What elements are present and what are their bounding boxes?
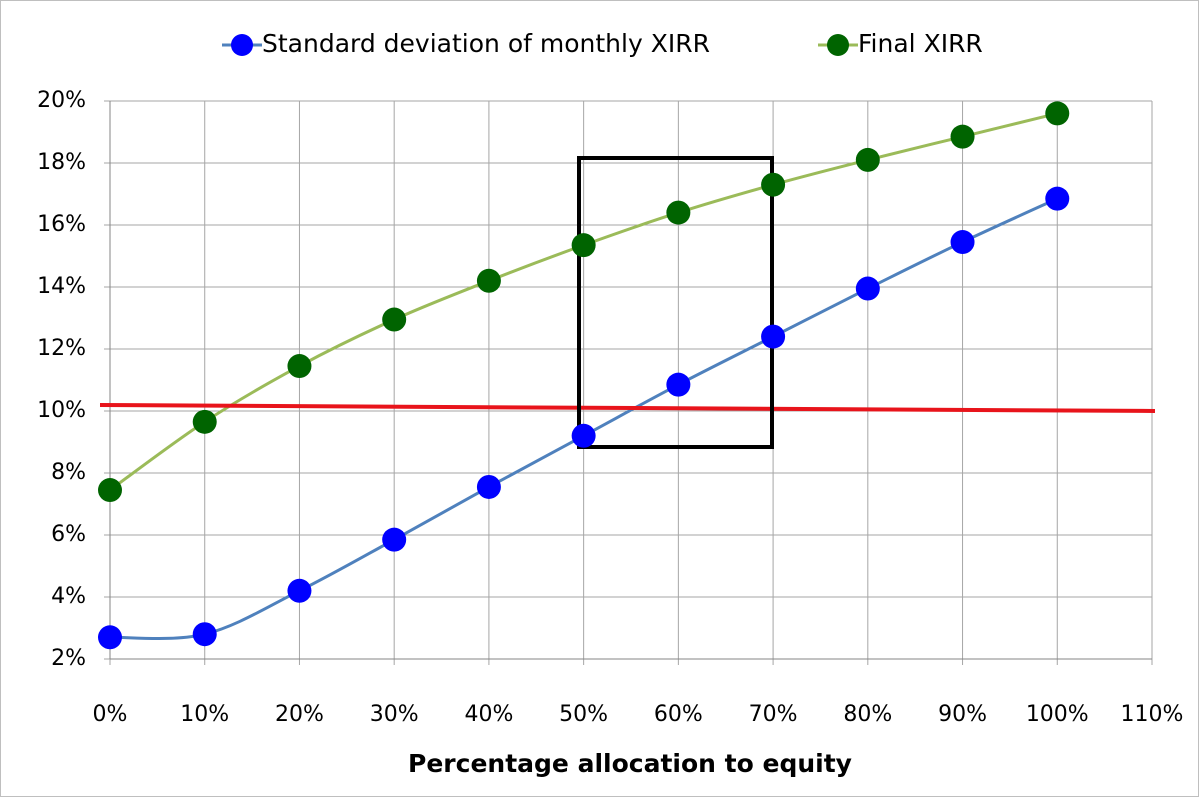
threshold-line	[99, 403, 1156, 413]
x-tick-label: 90%	[938, 702, 987, 727]
data-point	[476, 474, 501, 499]
y-tick-label: 10%	[37, 398, 86, 423]
x-tick-label: 30%	[370, 702, 419, 727]
y-tick-label: 4%	[51, 584, 86, 609]
data-point	[950, 230, 975, 255]
data-point	[287, 578, 312, 603]
y-tick-label: 18%	[37, 150, 86, 175]
x-tick-label: 0%	[93, 702, 128, 727]
legend-label: Final XIRR	[858, 29, 983, 58]
x-tick-label: 100%	[1026, 702, 1089, 727]
x-tick-label: 20%	[275, 702, 324, 727]
y-tick-label: 2%	[51, 646, 86, 671]
series-markers	[98, 101, 1070, 650]
highlight-box	[577, 156, 774, 449]
y-tick-label: 16%	[37, 212, 86, 237]
y-tick-label: 20%	[37, 88, 86, 113]
x-tick-label: 110%	[1121, 702, 1184, 727]
y-tick-label: 6%	[51, 522, 86, 547]
data-point	[287, 354, 312, 379]
data-point	[98, 625, 122, 650]
data-point	[571, 423, 596, 448]
legend-marker	[231, 34, 253, 56]
y-tick-label: 14%	[37, 274, 86, 299]
data-point	[761, 172, 786, 197]
data-point	[571, 233, 596, 258]
data-point	[382, 307, 407, 332]
data-point	[666, 372, 691, 397]
data-point	[855, 276, 880, 301]
data-point	[761, 324, 786, 349]
x-tick-label: 40%	[464, 702, 513, 727]
legend-label: Standard deviation of monthly XIRR	[262, 29, 710, 58]
y-tick-label: 8%	[51, 460, 86, 485]
data-point	[476, 268, 501, 293]
x-tick-label: 80%	[843, 702, 892, 727]
data-point	[382, 527, 407, 552]
x-axis-title: Percentage allocation to equity	[408, 749, 852, 778]
data-point	[1045, 101, 1070, 126]
data-point	[950, 124, 975, 149]
data-point	[855, 147, 880, 172]
legend-marker	[827, 34, 849, 56]
x-tick-label: 70%	[749, 702, 798, 727]
x-tick-label: 10%	[180, 702, 229, 727]
x-tick-label: 60%	[654, 702, 703, 727]
y-tick-label: 12%	[37, 336, 86, 361]
data-point	[1045, 186, 1070, 211]
data-point	[98, 478, 122, 503]
data-point	[192, 622, 217, 647]
data-point	[666, 200, 691, 225]
x-tick-label: 50%	[559, 702, 608, 727]
data-point	[192, 409, 217, 434]
